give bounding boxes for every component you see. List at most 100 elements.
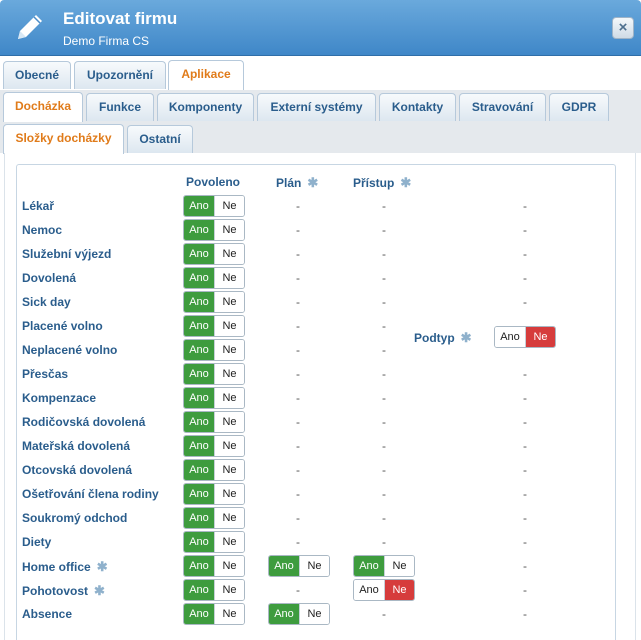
yes-button[interactable]: Ano (184, 364, 214, 384)
no-button[interactable]: Ne (299, 556, 329, 576)
no-button[interactable]: Ne (214, 196, 244, 216)
podtyp-toggle[interactable]: Ano Ne (494, 326, 556, 348)
yes-button[interactable]: Ano (184, 436, 214, 456)
yes-button[interactable]: Ano (184, 316, 214, 336)
yes-button[interactable]: Ano (184, 460, 214, 480)
plan-toggle[interactable]: Ano Ne (268, 603, 330, 625)
podtyp-label-text: Podtyp (414, 331, 455, 345)
no-button[interactable]: Ne (214, 316, 244, 336)
yes-button[interactable]: Ano (184, 556, 214, 576)
povoleno-toggle[interactable]: Ano Ne (183, 435, 245, 457)
pristup-toggle[interactable]: Ano Ne (353, 555, 415, 577)
povoleno-toggle[interactable]: Ano Ne (183, 459, 245, 481)
no-button[interactable]: Ne (214, 604, 244, 624)
pristup-toggle[interactable]: Ano Ne (353, 579, 415, 601)
yes-button[interactable]: Ano (184, 412, 214, 432)
yes-button[interactable]: Ano (184, 196, 214, 216)
no-button[interactable]: Ne (214, 220, 244, 240)
tab-gdpr[interactable]: GDPR (549, 93, 609, 121)
povoleno-toggle[interactable]: Ano Ne (183, 219, 245, 241)
no-button[interactable]: Ne (214, 340, 244, 360)
gear-icon[interactable]: ✱ (400, 175, 412, 190)
plan-empty: - (296, 343, 300, 357)
yes-button[interactable]: Ano (184, 604, 214, 624)
yes-button[interactable]: Ano (269, 604, 299, 624)
povoleno-toggle[interactable]: Ano Ne (183, 555, 245, 577)
no-button[interactable]: Ne (214, 460, 244, 480)
row-label: Lékař (22, 199, 54, 213)
no-button[interactable]: Ne (214, 268, 244, 288)
povoleno-toggle[interactable]: Ano Ne (183, 195, 245, 217)
podtyp-no-button[interactable]: Ne (525, 327, 555, 347)
podtyp-yes-button[interactable]: Ano (495, 327, 525, 347)
yes-button[interactable]: Ano (184, 292, 214, 312)
tab-slozky-dochazky[interactable]: Složky docházky (3, 124, 124, 154)
tab-funkce[interactable]: Funkce (86, 93, 154, 121)
tab-kontakty[interactable]: Kontakty (379, 93, 456, 121)
plan-empty: - (296, 271, 300, 285)
yes-button[interactable]: Ano (184, 580, 214, 600)
gear-icon[interactable]: ✱ (307, 175, 319, 190)
yes-button[interactable]: Ano (354, 556, 384, 576)
povoleno-toggle[interactable]: Ano Ne (183, 363, 245, 385)
yes-button[interactable]: Ano (184, 244, 214, 264)
povoleno-toggle[interactable]: Ano Ne (183, 339, 245, 361)
gear-icon[interactable]: ✱ (94, 583, 105, 598)
yes-button[interactable]: Ano (184, 484, 214, 504)
no-button[interactable]: Ne (214, 436, 244, 456)
yes-button[interactable]: Ano (354, 580, 384, 600)
plan-empty: - (296, 439, 300, 453)
yes-button[interactable]: Ano (184, 340, 214, 360)
povoleno-toggle[interactable]: Ano Ne (183, 579, 245, 601)
row-label: Dovolená (22, 271, 76, 285)
yes-button[interactable]: Ano (184, 532, 214, 552)
povoleno-toggle[interactable]: Ano Ne (183, 315, 245, 337)
row-label: Absence (22, 607, 72, 621)
tab-komponenty[interactable]: Komponenty (157, 93, 254, 121)
plan-empty: - (296, 535, 300, 549)
gear-icon[interactable]: ✱ (96, 559, 108, 574)
no-button[interactable]: Ne (214, 532, 244, 552)
pristup-empty: - (382, 367, 386, 381)
yes-button[interactable]: Ano (184, 508, 214, 528)
povoleno-toggle[interactable]: Ano Ne (183, 267, 245, 289)
tab-stravovani[interactable]: Stravování (459, 93, 546, 121)
yes-button[interactable]: Ano (184, 220, 214, 240)
podtyp-empty: - (523, 487, 527, 501)
tab-ostatni[interactable]: Ostatní (127, 125, 193, 153)
no-button[interactable]: Ne (214, 412, 244, 432)
yes-button[interactable]: Ano (269, 556, 299, 576)
povoleno-toggle[interactable]: Ano Ne (183, 387, 245, 409)
tab-aplikace[interactable]: Aplikace (168, 60, 244, 90)
no-button[interactable]: Ne (384, 580, 414, 600)
povoleno-toggle[interactable]: Ano Ne (183, 483, 245, 505)
no-button[interactable]: Ne (214, 580, 244, 600)
povoleno-toggle[interactable]: Ano Ne (183, 243, 245, 265)
povoleno-toggle[interactable]: Ano Ne (183, 531, 245, 553)
povoleno-toggle[interactable]: Ano Ne (183, 507, 245, 529)
tab-dochazka[interactable]: Docházka (3, 92, 83, 122)
tab-obecne[interactable]: Obecné (3, 61, 71, 89)
plan-toggle[interactable]: Ano Ne (268, 555, 330, 577)
tab-externi-systemy[interactable]: Externí systémy (257, 93, 376, 121)
pristup-empty: - (382, 391, 386, 405)
row-label-text: Dovolená (22, 271, 77, 285)
podtyp-empty: - (523, 607, 527, 621)
povoleno-toggle[interactable]: Ano Ne (183, 411, 245, 433)
no-button[interactable]: Ne (214, 484, 244, 504)
close-button[interactable]: × (612, 17, 634, 39)
no-button[interactable]: Ne (214, 508, 244, 528)
tab-upozorneni[interactable]: Upozornění (74, 61, 166, 89)
povoleno-toggle[interactable]: Ano Ne (183, 603, 245, 625)
no-button[interactable]: Ne (214, 364, 244, 384)
yes-button[interactable]: Ano (184, 268, 214, 288)
no-button[interactable]: Ne (214, 388, 244, 408)
povoleno-toggle[interactable]: Ano Ne (183, 291, 245, 313)
no-button[interactable]: Ne (214, 244, 244, 264)
gear-icon[interactable]: ✱ (460, 330, 472, 345)
no-button[interactable]: Ne (214, 292, 244, 312)
no-button[interactable]: Ne (384, 556, 414, 576)
no-button[interactable]: Ne (214, 556, 244, 576)
no-button[interactable]: Ne (299, 604, 329, 624)
yes-button[interactable]: Ano (184, 388, 214, 408)
